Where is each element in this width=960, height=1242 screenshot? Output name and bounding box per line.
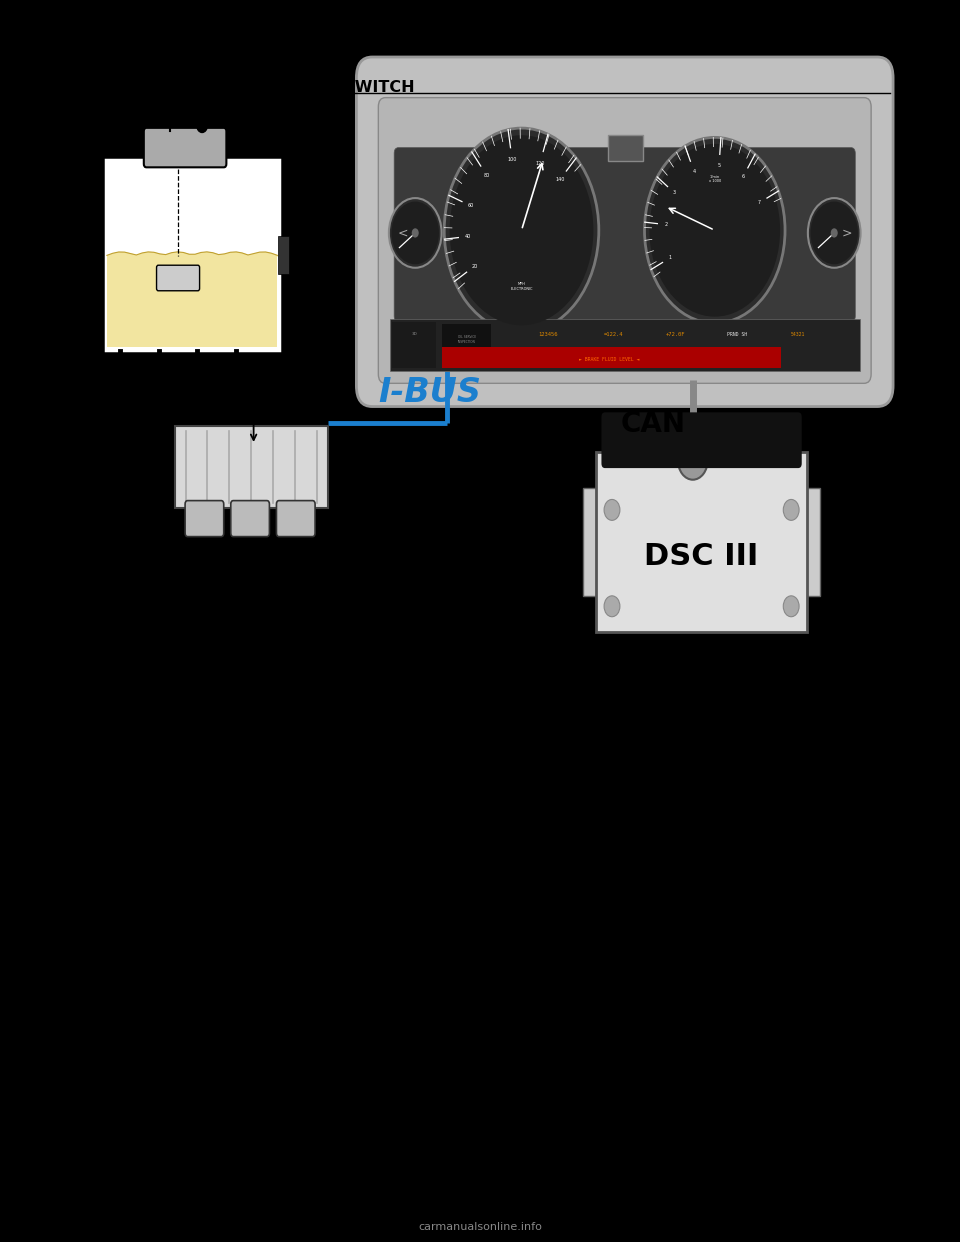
Bar (278, 236, 289, 274)
Text: 23: 23 (864, 1159, 881, 1172)
Text: 3: 3 (673, 190, 676, 195)
Text: MPH
ELECTRONIC: MPH ELECTRONIC (511, 282, 533, 291)
Text: 1.   Post “Brake Fluid Level” in the Matrix display: 1. Post “Brake Fluid Level” in the Matri… (83, 1083, 440, 1098)
Text: ► BRAKE FLUID LEVEL ◄: ► BRAKE FLUID LEVEL ◄ (579, 356, 639, 361)
Text: >: > (841, 226, 852, 240)
Text: BRAKE FLUID LEVEL WARNING SWITCH: BRAKE FLUID LEVEL WARNING SWITCH (64, 81, 415, 96)
FancyBboxPatch shape (378, 98, 871, 384)
Text: PRND SH: PRND SH (727, 333, 747, 338)
Text: If the signal is present for more then 25 seconds, the LCM issues two I BUS mess: If the signal is present for more then 2… (64, 1001, 710, 1017)
Text: OIL SERVICE
INSPECTION: OIL SERVICE INSPECTION (458, 335, 476, 344)
FancyBboxPatch shape (276, 501, 315, 537)
Bar (443, 347, 780, 368)
Text: 80: 80 (484, 173, 490, 178)
Bar (107, 256, 277, 348)
Text: nals the Instrument cluster of the condition.  The instrument cluster then infor: nals the Instrument cluster of the condi… (64, 888, 728, 903)
Circle shape (783, 596, 799, 617)
Circle shape (449, 135, 593, 325)
Text: 140: 140 (555, 178, 564, 183)
Circle shape (604, 596, 620, 617)
Text: 5: 5 (717, 163, 721, 168)
Bar (390, 319, 860, 370)
Circle shape (644, 138, 785, 323)
FancyBboxPatch shape (395, 148, 855, 322)
FancyBboxPatch shape (602, 412, 802, 468)
Text: I-BUS: I-BUS (378, 376, 481, 409)
Text: •  With sufficient fluid level the reed contact is closed.: • With sufficient fluid level the reed c… (83, 693, 481, 708)
Text: 123456: 123456 (539, 333, 558, 338)
Circle shape (392, 201, 439, 265)
FancyBboxPatch shape (356, 57, 893, 406)
Text: <: < (397, 226, 408, 240)
Circle shape (808, 197, 860, 268)
FancyBboxPatch shape (185, 501, 224, 537)
Bar (175, 426, 328, 508)
Text: ≈122.4: ≈122.4 (604, 333, 623, 338)
Text: 4: 4 (692, 169, 696, 174)
Text: DSC III: DSC III (644, 542, 758, 571)
Bar (596, 452, 807, 632)
Circle shape (678, 440, 708, 479)
Circle shape (389, 197, 442, 268)
Circle shape (163, 98, 176, 114)
Bar (804, 488, 820, 596)
Text: Since the normal position is closed, this circuit is monitored: Since the normal position is closed, thi… (64, 774, 503, 789)
Text: The DSC III control module immediately switches DSC III functions off and contin: The DSC III control module immediately s… (64, 1164, 735, 1179)
FancyBboxPatch shape (156, 266, 200, 291)
Text: A new fluid level switch is incorporated into the reservoir cap.: A new fluid level switch is incorporated… (64, 651, 519, 666)
FancyBboxPatch shape (144, 128, 227, 168)
Text: 6: 6 (741, 174, 745, 180)
Text: LCM: LCM (237, 551, 265, 565)
Bar (443, 324, 491, 366)
Text: •  When level drops below allowable limits, switch opens.: • When level drops below allowable limit… (83, 725, 504, 740)
Text: the Instrument Cluster:: the Instrument Cluster: (64, 1035, 236, 1049)
Circle shape (810, 201, 858, 265)
Text: for shorts to + and ground.: for shorts to + and ground. (64, 806, 265, 821)
Text: 54321: 54321 (791, 333, 805, 338)
Text: the charge pump, the charge pump activation is delayed.: the charge pump, the charge pump activat… (64, 953, 488, 968)
Circle shape (649, 144, 780, 317)
Text: The LCM constantly monitors the input.  If the ground signal is: The LCM constantly monitors the input. I… (64, 856, 528, 871)
Text: CAN: CAN (621, 410, 685, 438)
Text: 1/min
x 1000: 1/min x 1000 (708, 175, 721, 184)
Text: 40: 40 (465, 233, 470, 238)
Circle shape (197, 118, 207, 133)
Bar (583, 488, 599, 596)
Text: 120: 120 (536, 160, 544, 165)
Text: minates the DSC indicator in the cluster.: minates the DSC indicator in the cluster… (64, 1197, 363, 1212)
Circle shape (604, 499, 620, 520)
FancyBboxPatch shape (103, 156, 281, 353)
Bar (608, 135, 643, 160)
Circle shape (830, 229, 838, 237)
Circle shape (783, 499, 799, 520)
Circle shape (444, 128, 599, 333)
Text: III control module over the CAN bus.  If the signal is received just prior to th: III control module over the CAN bus. If … (64, 920, 724, 935)
Text: 7: 7 (757, 200, 761, 205)
Text: 100: 100 (508, 158, 516, 163)
Bar (393, 322, 436, 368)
Text: 3D: 3D (412, 332, 418, 335)
Text: 1: 1 (668, 256, 672, 261)
Text: +72.0F: +72.0F (665, 333, 685, 338)
FancyBboxPatch shape (230, 501, 270, 537)
Text: 2.   Notify the DSC III via CAN that the Fluid level has been low for more than : 2. Notify the DSC III via CAN that the F… (83, 1115, 739, 1130)
Text: carmanualsonline.info: carmanualsonline.info (418, 1222, 542, 1232)
Circle shape (412, 229, 419, 237)
Text: 60: 60 (468, 204, 474, 209)
Text: 2: 2 (664, 222, 667, 227)
Text: 20: 20 (471, 263, 478, 268)
